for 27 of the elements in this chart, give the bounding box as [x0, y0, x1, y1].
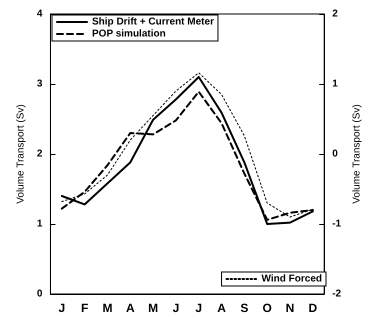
x-tick-label: A [217, 301, 226, 315]
x-tick-label: A [126, 301, 135, 315]
y2-axis-title: Volume Transport (Sv) [352, 104, 362, 204]
x-tick-label: J [58, 301, 66, 315]
y-tick-label: 4 [36, 8, 43, 20]
legend-label: Ship Drift + Current Meter [92, 16, 214, 28]
x-tick-label: J [195, 301, 202, 315]
x-tick-label: S [240, 301, 248, 315]
x-tick-label: F [81, 301, 88, 315]
y-tick-label: 2 [36, 148, 43, 160]
y-axis-title: Volume Transport (Sv) [16, 104, 26, 204]
y-tick-label: 0 [36, 288, 43, 300]
y-tick-label: 3 [36, 78, 43, 90]
y2-tick-label: -1 [332, 218, 342, 230]
y2-tick-label: 2 [332, 8, 338, 20]
y2-tick-label: -2 [332, 288, 342, 300]
x-tick-label: M [148, 301, 158, 315]
x-tick-label: M [102, 301, 112, 315]
legend-label: Wind Forced [262, 274, 322, 284]
y-tick-label: 1 [36, 218, 43, 230]
x-tick-label: O [262, 301, 272, 315]
y2-tick-label: 0 [332, 148, 338, 160]
x-tick-label: N [286, 301, 294, 315]
x-tick-label: D [308, 301, 318, 315]
y2-tick-label: 1 [332, 78, 338, 90]
x-tick-label: J [172, 301, 180, 315]
legend-label: POP simulation [92, 28, 166, 40]
